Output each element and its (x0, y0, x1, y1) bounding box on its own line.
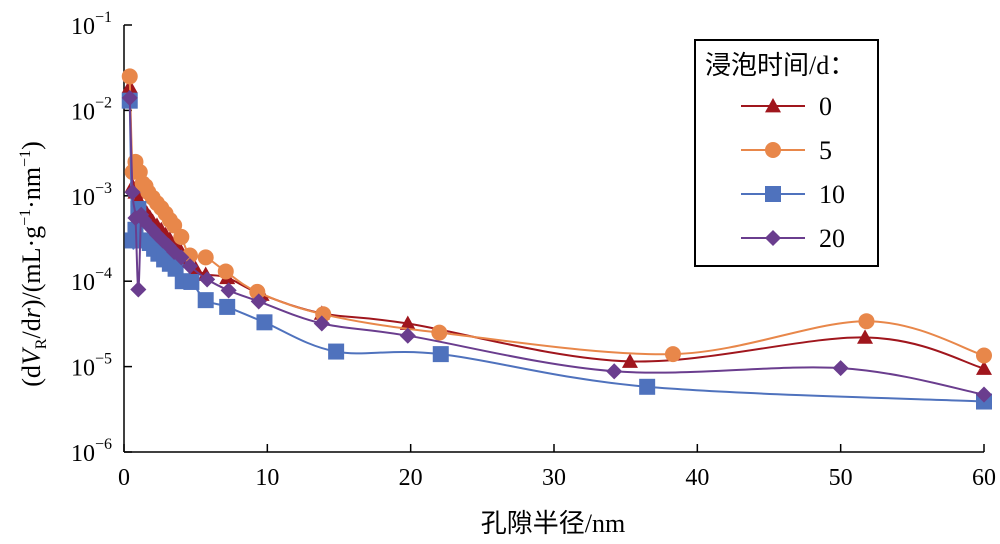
data-point (664, 346, 681, 363)
series-5 (121, 68, 992, 364)
data-point (399, 327, 416, 344)
legend-label: 10 (819, 180, 845, 209)
legend-item-10: 10 (741, 180, 845, 209)
legend-item-20: 20 (741, 224, 845, 253)
data-point (167, 260, 184, 277)
data-point (432, 346, 449, 363)
legend-marker (764, 229, 782, 247)
data-point (197, 249, 214, 266)
legend: 浸泡时间/d： 0 5 10 20 (694, 39, 879, 267)
legend-title: 浸泡时间/d： (705, 51, 855, 80)
data-point (121, 89, 138, 106)
data-point (219, 298, 236, 315)
x-tick-label: 50 (829, 465, 853, 491)
series-20 (121, 89, 993, 403)
legend-label: 5 (819, 136, 832, 165)
x-tick-label: 10 (255, 465, 279, 491)
data-point (832, 360, 849, 377)
y-tick-label: 10−2 (71, 94, 112, 125)
y-tick-label: 10−4 (71, 265, 112, 296)
data-point (181, 258, 198, 275)
y-tick-label: 10−1 (71, 9, 112, 40)
data-point (220, 282, 237, 299)
data-point (313, 315, 330, 332)
legend-item-5: 5 (741, 136, 832, 165)
data-point (183, 273, 200, 290)
data-point (606, 363, 623, 380)
data-point (130, 281, 147, 298)
data-point (639, 378, 656, 395)
x-tick-label: 40 (685, 465, 709, 491)
legend-item-0: 0 (741, 92, 832, 121)
y-axis-title: (dVR/dr)/(mL·g−1·nm−1) (17, 141, 50, 387)
legend-marker (765, 186, 781, 202)
data-point (431, 324, 448, 341)
data-point (250, 293, 267, 310)
data-point (124, 184, 141, 201)
data-point (173, 228, 190, 245)
x-tick-label: 60 (972, 465, 996, 491)
y-tick-label: 10−6 (71, 436, 112, 467)
data-point (976, 347, 992, 364)
series-layer (121, 68, 993, 410)
y-tick-label: 10−5 (71, 351, 112, 382)
x-tick-label: 0 (118, 465, 130, 491)
legend-marker (765, 98, 781, 113)
data-point (975, 386, 993, 403)
data-point (217, 263, 234, 280)
data-point (249, 283, 266, 300)
axes: 10−110−210−310−410−510−60 10 20 30 40 50 60 (71, 9, 996, 491)
data-point (328, 343, 345, 360)
data-point (160, 237, 177, 254)
x-tick-label: 20 (399, 465, 423, 491)
data-point (197, 292, 214, 309)
x-tick-label: 30 (542, 465, 566, 491)
data-point (399, 315, 416, 330)
legend-box (694, 39, 879, 267)
data-point (148, 226, 166, 243)
data-point (144, 221, 161, 238)
data-point (166, 217, 183, 234)
data-point (857, 329, 874, 344)
data-point (173, 249, 190, 266)
x-axis-title: 孔隙半径/nm (481, 509, 625, 538)
data-point (154, 232, 171, 249)
legend-label: 20 (819, 224, 845, 253)
data-point (621, 353, 638, 368)
legend-label: 0 (819, 92, 832, 121)
data-point (199, 271, 216, 288)
data-point (121, 68, 138, 85)
y-tick-label: 10−3 (71, 180, 112, 211)
data-point (166, 243, 183, 261)
data-point (976, 360, 992, 375)
data-point (256, 314, 273, 331)
legend-marker (765, 142, 781, 158)
data-point (858, 313, 875, 330)
